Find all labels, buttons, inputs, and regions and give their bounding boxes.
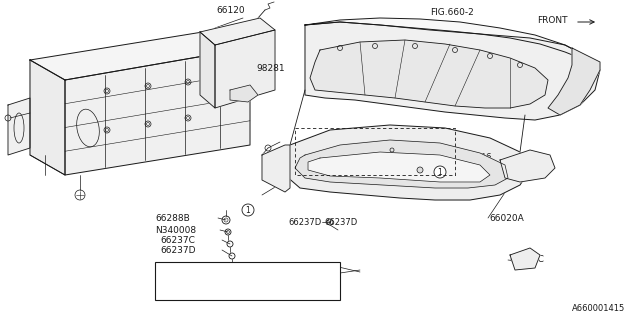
- Text: N340008: N340008: [155, 226, 196, 235]
- Text: 66253C: 66253C: [509, 255, 544, 265]
- Text: A660001415: A660001415: [572, 304, 625, 313]
- Text: 1: 1: [246, 205, 250, 214]
- Text: Q500025: Q500025: [173, 267, 211, 276]
- Circle shape: [434, 166, 446, 178]
- Text: Q500013: Q500013: [173, 286, 211, 295]
- Text: 66203: 66203: [463, 167, 492, 177]
- Text: 66288B: 66288B: [155, 213, 189, 222]
- Text: 66226*A: 66226*A: [295, 271, 334, 281]
- Polygon shape: [200, 32, 215, 108]
- Polygon shape: [305, 22, 600, 120]
- Polygon shape: [305, 18, 600, 70]
- Text: 66237D: 66237D: [289, 218, 322, 227]
- Polygon shape: [30, 60, 65, 175]
- Text: 98281: 98281: [256, 63, 285, 73]
- Polygon shape: [30, 30, 250, 80]
- Text: 1: 1: [161, 267, 165, 276]
- Text: 66237C: 66237C: [160, 236, 195, 244]
- Bar: [155, 262, 340, 300]
- Text: 66237D: 66237D: [324, 218, 357, 227]
- Polygon shape: [262, 145, 290, 192]
- Polygon shape: [510, 248, 540, 270]
- Text: ('09MY0801- ): ('09MY0801- ): [223, 286, 281, 295]
- Text: 1: 1: [438, 167, 442, 177]
- Polygon shape: [308, 152, 490, 182]
- Text: ( -'09MY0801): ( -'09MY0801): [223, 267, 281, 276]
- Text: 1: 1: [161, 286, 165, 295]
- Circle shape: [158, 267, 168, 276]
- Polygon shape: [65, 48, 250, 175]
- Text: 66020A: 66020A: [489, 213, 524, 222]
- Polygon shape: [215, 30, 275, 108]
- Polygon shape: [548, 48, 600, 115]
- Text: 66237D: 66237D: [160, 245, 195, 254]
- Circle shape: [242, 204, 254, 216]
- Polygon shape: [285, 125, 530, 200]
- Text: 66120: 66120: [216, 5, 244, 14]
- Polygon shape: [500, 150, 555, 182]
- Polygon shape: [310, 40, 548, 108]
- Polygon shape: [230, 85, 258, 102]
- Polygon shape: [295, 140, 508, 188]
- Text: FIG.660-2: FIG.660-2: [430, 7, 474, 17]
- Text: FRONT: FRONT: [537, 15, 568, 25]
- Polygon shape: [200, 18, 275, 45]
- Circle shape: [158, 285, 168, 295]
- Polygon shape: [8, 98, 30, 155]
- Text: 66236: 66236: [463, 153, 492, 162]
- Circle shape: [417, 167, 423, 173]
